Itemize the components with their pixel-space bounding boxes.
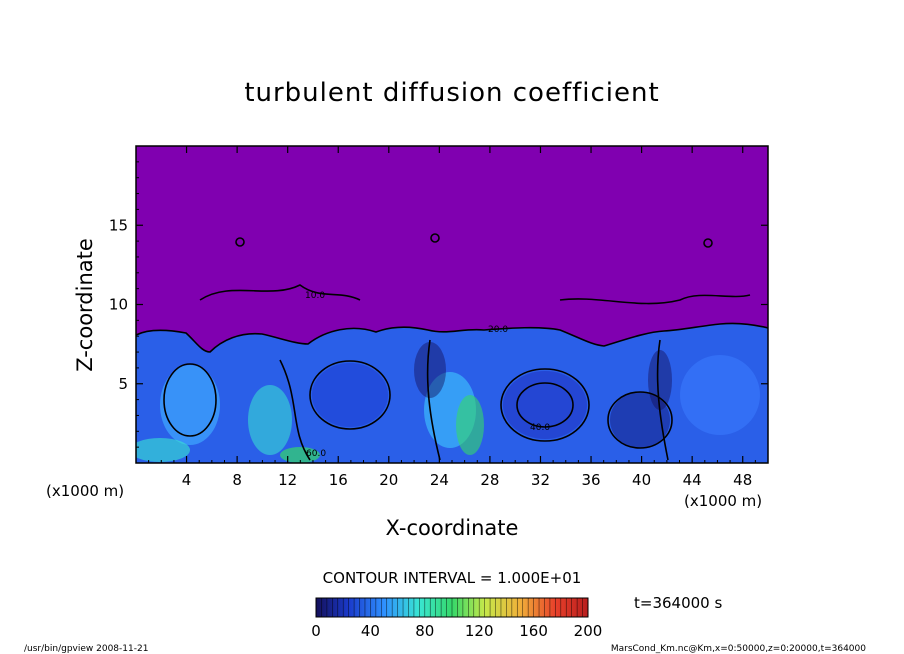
footer-left: /usr/bin/gpview 2008-11-21 [24,644,148,654]
x-tick-label: 40 [632,471,651,489]
x-tick-label: 48 [733,471,752,489]
contour-label: 40.0 [530,423,550,433]
colorbar-tick-label: 0 [311,622,321,640]
time-label: t=364000 s [634,594,722,612]
contour-interval: CONTOUR INTERVAL = 1.000E+01 [323,569,582,587]
colorbar-ticks: 0 40 80 120 160 200 [311,622,602,640]
x-unit-label: (x1000 m) [684,492,762,510]
y-tick-label: 10 [109,296,128,314]
x-axis-label: X-coordinate [386,516,519,540]
x-tick-label: 24 [430,471,449,489]
chart-title: turbulent diffusion coefficient [244,78,659,108]
x-tick-label: 4 [182,471,192,489]
x-tick-label: 36 [581,471,600,489]
y-ticks: 5 10 15 [109,161,768,448]
x-tick-label: 32 [531,471,550,489]
contour-label: 10.0 [305,291,325,301]
colorbar-tick-label: 160 [519,622,548,640]
footer-right: MarsCond_Km.nc@Km,x=0:50000,z=0:20000,t=… [611,644,866,654]
contour-label: 20.0 [488,325,508,335]
colorbar-tick-label: 120 [465,622,494,640]
colorbar-tick-label: 40 [361,622,380,640]
plot-area: 60.0 20.0 40.0 10.0 [136,146,768,463]
colorbar-stripes [321,598,583,617]
x-tick-label: 44 [683,471,702,489]
x-tick-label: 20 [379,471,398,489]
colorbar-tick-label: 200 [574,622,603,640]
contour-label: 60.0 [306,449,326,459]
contour-lines [136,233,768,461]
y-tick-label: 15 [109,216,128,234]
x-tick-label: 28 [480,471,499,489]
x-ticks: 4 8 12 16 20 24 28 32 36 40 44 48 [148,146,769,489]
y-tick-label: 5 [118,375,128,393]
x-tick-label: 16 [329,471,348,489]
x-tick-label: 12 [278,471,297,489]
y-axis-label: Z-coordinate [73,238,97,372]
z-unit-label: (x1000 m) [46,482,124,500]
x-tick-label: 8 [232,471,242,489]
turbulence-texture [136,342,760,463]
colorbar-tick-label: 80 [415,622,434,640]
